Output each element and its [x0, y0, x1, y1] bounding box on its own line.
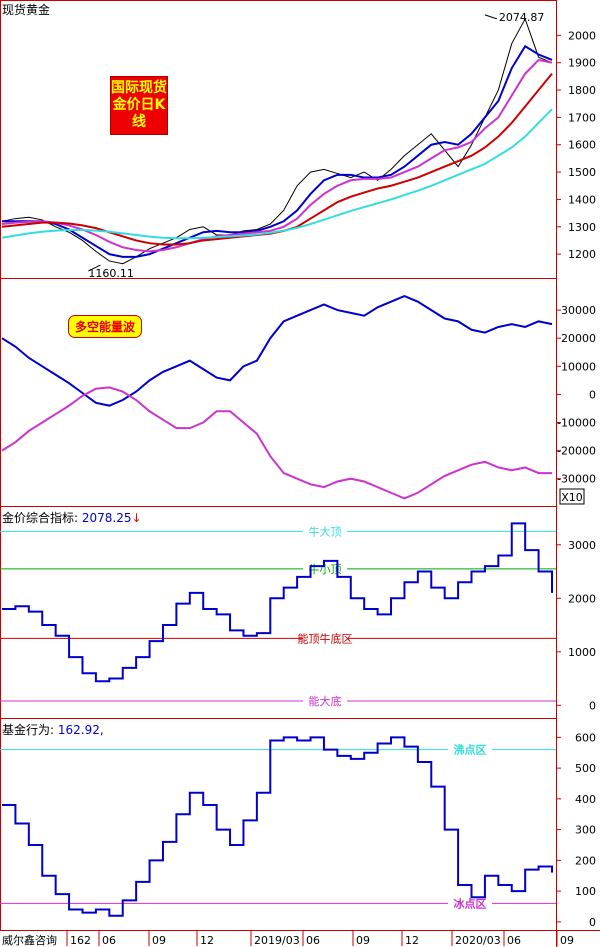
- ytick-label: 0: [589, 916, 596, 929]
- ytick-label: 1800: [568, 84, 596, 97]
- panel3-title: 金价综合指标:: [2, 511, 79, 525]
- energy-wave-badge: 多空能量波: [68, 315, 143, 338]
- ytick-label: 30000: [561, 304, 596, 317]
- series-line: [1, 17, 553, 265]
- level-label-bg: [303, 631, 347, 646]
- annotation-label: 1160.11: [88, 267, 134, 280]
- xtick-label: 06: [507, 934, 521, 947]
- level-label: 牛大顶: [309, 524, 342, 538]
- ytick-label: 200: [575, 854, 596, 867]
- ytick-label: 1300: [568, 221, 596, 234]
- xtick-label: 2019/03: [254, 934, 300, 947]
- ytick-label: 500: [575, 762, 596, 775]
- ytick-label: 1500: [568, 166, 596, 179]
- ytick-label: 1700: [568, 111, 596, 124]
- level-label-bg: [448, 742, 492, 757]
- ytick-label: 0: [589, 699, 596, 712]
- panel3-title-row: 金价综合指标: 2078.25↓: [2, 509, 142, 526]
- panel1-title: 现货黄金: [2, 3, 51, 17]
- series-line: [1, 294, 553, 407]
- ytick-label: -10000: [557, 417, 596, 430]
- xtick-label: 09: [560, 934, 574, 947]
- panel3-value: 2078.25: [81, 511, 132, 525]
- series-line: [1, 72, 553, 246]
- xtick-label: 威尔鑫咨询: [2, 933, 57, 947]
- series-line: [2, 44, 553, 258]
- ytick-label: 1900: [568, 57, 596, 70]
- series-line: [2, 522, 553, 683]
- annotation-label: 2074.87: [499, 11, 545, 24]
- ytick-label: -20000: [557, 445, 596, 458]
- ytick-label: 3000: [568, 539, 596, 552]
- level-label: 能顶牛底区: [298, 631, 353, 645]
- ytick-label: 2000: [568, 592, 596, 605]
- series-line: [1, 386, 552, 500]
- ytick-label: 1400: [568, 193, 596, 206]
- series-line: [2, 736, 553, 917]
- plot-layer: 1200130014001500160017001800190020002074…: [0, 11, 596, 947]
- ytick-label: 1200: [568, 248, 596, 261]
- level-label-bg: [303, 694, 347, 709]
- down-arrow-icon: ↓: [131, 511, 142, 525]
- xtick-label: 12: [200, 934, 214, 947]
- scale-box: [559, 488, 585, 505]
- level-label-bg: [303, 524, 347, 539]
- xtick-label: 162: [70, 934, 91, 947]
- panel4-title-row: 基金行为: 162.92,: [2, 721, 104, 738]
- xtick-label: 06: [102, 934, 116, 947]
- ytick-label: 0: [589, 388, 596, 401]
- annotation-leader: [88, 264, 101, 272]
- ytick-label: 300: [575, 824, 596, 837]
- ytick-label: 100: [575, 885, 596, 898]
- kline-badge: 国际现货金价日K线: [110, 76, 168, 135]
- ytick-label: -30000: [557, 473, 596, 486]
- ytick-label: 400: [575, 793, 596, 806]
- xtick-label: 06: [306, 934, 320, 947]
- annotation-leader: [484, 14, 498, 20]
- scale-label: X10: [561, 491, 583, 504]
- panel4-title: 基金行为:: [2, 723, 55, 737]
- level-label: 沸点区: [454, 743, 487, 757]
- level-label: 能大底: [309, 694, 342, 708]
- level-label: 冰点区: [454, 896, 487, 910]
- ytick-label: 1000: [568, 646, 596, 659]
- ytick-label: 20000: [561, 332, 596, 345]
- level-label-bg: [448, 896, 492, 911]
- xtick-label: 09: [356, 934, 370, 947]
- xtick-label: 09: [152, 934, 166, 947]
- ytick-label: 10000: [561, 360, 596, 373]
- ytick-label: 2000: [568, 29, 596, 42]
- series-line: [1, 58, 553, 253]
- ytick-label: 600: [575, 731, 596, 744]
- xtick-label: 2020/03: [455, 934, 501, 947]
- xtick-label: 12: [405, 934, 419, 947]
- panel4-value: 162.92,: [57, 723, 104, 737]
- ytick-label: 1600: [568, 139, 596, 152]
- series-line: [1, 108, 553, 240]
